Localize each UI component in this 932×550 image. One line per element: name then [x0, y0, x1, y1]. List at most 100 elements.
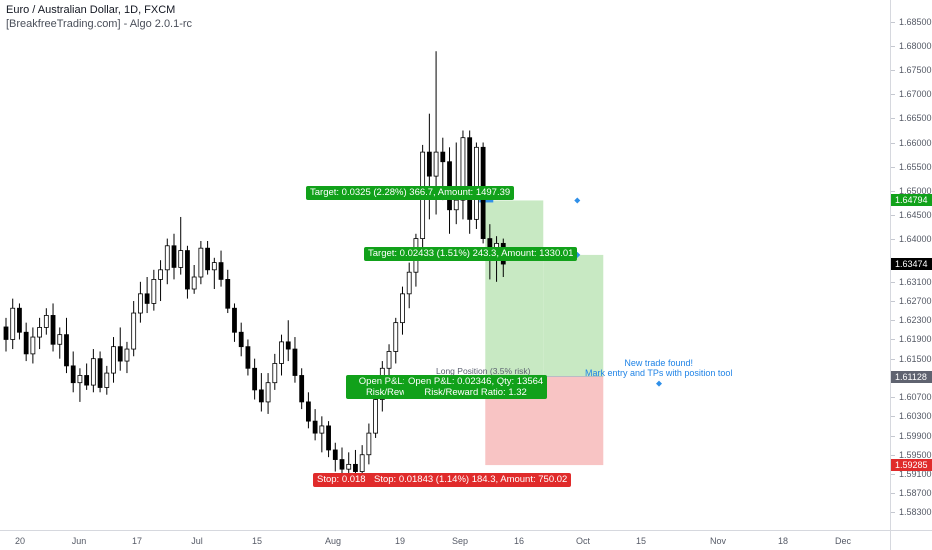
candle-down [185, 250, 190, 290]
time-tick-label: 15 [251, 536, 263, 546]
time-tick-label: Aug [324, 536, 342, 546]
candle-up [473, 146, 479, 220]
candle-up [279, 341, 284, 364]
time-tick-label: Oct [575, 536, 591, 546]
price-tick-label: 1.61500 [891, 354, 932, 364]
candle-down [50, 315, 56, 345]
price-tick-label: 1.67500 [891, 65, 932, 75]
price-tick-label: 1.66000 [891, 138, 932, 148]
candle-down [467, 137, 473, 220]
target1-diamond-handle [574, 197, 581, 204]
note-anchor-diamond [656, 380, 662, 387]
candle-up [433, 151, 439, 177]
time-tick-label: 20 [14, 536, 26, 546]
candle-down [353, 463, 358, 472]
candle-down [64, 334, 69, 367]
target2-label[interactable]: Target: 0.02433 (1.51%) 243.3, Amount: 1… [364, 247, 578, 261]
candle-up [158, 269, 163, 280]
price-tick-label: 1.68000 [891, 41, 932, 51]
price-tick-label: 1.62700 [891, 296, 932, 306]
price-badge: 1.64794 [891, 194, 932, 207]
target1-handle [479, 198, 494, 203]
stop-label[interactable]: Stop: 0.01843 (1.14%) 184.3, Amount: 750… [370, 473, 572, 487]
candle-down [171, 245, 177, 268]
time-tick-label: Sep [451, 536, 469, 546]
candle-down [23, 331, 29, 355]
chart-area[interactable]: Euro / Australian Dollar, 1D, FXCM [Brea… [0, 0, 890, 530]
position-title: Long Position (3.5% risk) [436, 366, 531, 376]
candle-up [198, 247, 204, 278]
indicator-title[interactable]: [BreakfreeTrading.com] - Algo 2.0.1-rc [6, 18, 193, 30]
price-tick-label: 1.66500 [891, 113, 932, 123]
candle-up [77, 375, 83, 384]
candle-up [346, 463, 352, 470]
profit-zone-target2 [543, 254, 604, 377]
new-trade-note: New trade found! Mark entry and TPs with… [585, 358, 732, 378]
time-tick-label: 16 [513, 536, 525, 546]
candle-down [326, 425, 331, 451]
pnl-label[interactable]: Open P&L: 0.02346, Qty: 13564 Risk/Rewar… [404, 375, 548, 399]
pnl-back-line2: Risk/Rew [365, 387, 407, 398]
candle-down [339, 459, 345, 470]
profit-zone-target1 [485, 200, 544, 377]
candle-down [238, 331, 244, 348]
candle-down [218, 262, 224, 280]
candle-up [37, 327, 42, 338]
candle-up [265, 382, 271, 403]
candle-down [258, 389, 264, 403]
time-tick-label: Nov [709, 536, 727, 546]
candle-down [117, 346, 123, 362]
candle-up [137, 293, 143, 314]
price-badge: 1.61128 [891, 370, 932, 383]
candle-up [453, 199, 459, 211]
candle-down [292, 348, 298, 376]
candle-down [225, 279, 231, 309]
candle-down [232, 307, 237, 333]
candle-up [191, 276, 197, 290]
price-axis[interactable]: 1.68500 1.68000 1.67500 1.67000 1.66500 1.660… [890, 0, 932, 530]
price-tick-label: 1.65000 [891, 186, 932, 196]
candle-up [400, 293, 405, 324]
price-tick-label: 1.60700 [891, 392, 932, 402]
candle-up [272, 363, 278, 384]
candle-down [70, 365, 76, 384]
candle-up [211, 262, 217, 271]
price-tick-label: 1.64000 [891, 234, 932, 244]
time-tick-label: Jul [191, 536, 203, 546]
price-tick-label: 1.58300 [891, 507, 932, 517]
candle-up [57, 334, 63, 345]
candle-up [164, 245, 170, 271]
candle-up [111, 346, 116, 374]
price-tick-label: 1.59900 [891, 431, 932, 441]
target1-label[interactable]: Target: 0.0325 (2.28%) 366.7, Amount: 14… [306, 186, 515, 200]
pnl-line1: Open P&L: 0.02346, Qty: 13564 [408, 376, 544, 387]
symbol-title[interactable]: Euro / Australian Dollar, 1D, FXCM [6, 4, 176, 16]
candle-down [447, 161, 452, 211]
candle-down [245, 346, 251, 369]
price-tick-label: 1.60300 [891, 411, 932, 421]
candle-up [366, 432, 372, 456]
time-tick-label: 18 [777, 536, 789, 546]
candle-down [17, 307, 22, 333]
price-badge: 1.59285 [891, 459, 932, 472]
candle-up [30, 336, 36, 355]
pnl-back-line1: Open P&L: 0 [358, 376, 414, 387]
price-tick-label: 1.67000 [891, 89, 932, 99]
candle-up [151, 279, 157, 304]
candle-up [43, 315, 49, 328]
candle-down [285, 341, 291, 350]
price-tick-label: 1.62300 [891, 315, 932, 325]
price-tick-label: 1.59100 [891, 469, 932, 479]
price-chart-canvas[interactable] [0, 0, 890, 530]
candle-up [373, 399, 379, 434]
price-tick-label: 1.64500 [891, 210, 932, 220]
candle-down [332, 449, 338, 460]
candle-up [393, 322, 399, 352]
time-tick-label: Jun [71, 536, 87, 546]
time-tick-label: Dec [834, 536, 852, 546]
time-axis[interactable]: 20 Jun 17 Jul 15 Aug 19 Sep 16 Oct 15 Nov 18 Dec [0, 530, 890, 550]
candle-down [312, 420, 318, 434]
time-tick-label: 19 [394, 536, 406, 546]
price-tick-label: 1.63100 [891, 277, 932, 287]
pnl-line2: Risk/Reward Ratio: 1.32 [424, 387, 527, 398]
